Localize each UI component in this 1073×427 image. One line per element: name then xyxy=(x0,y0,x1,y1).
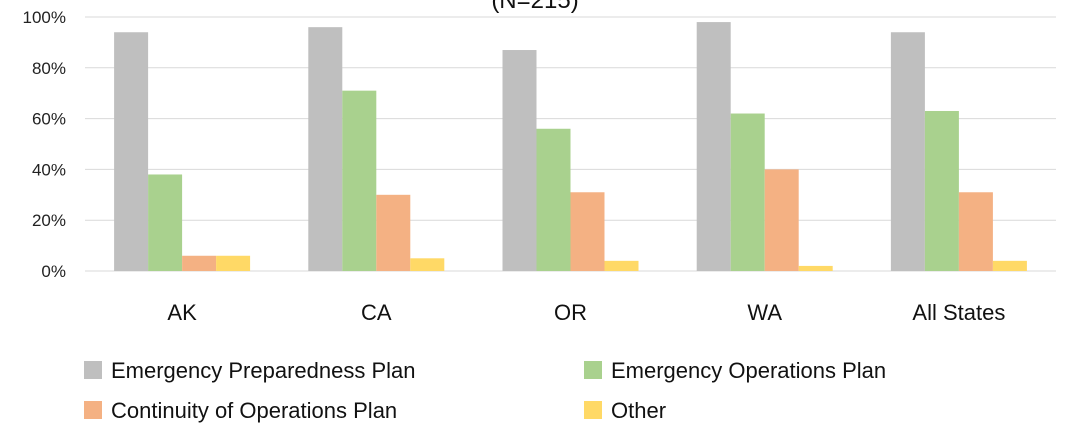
bar-wa-series-1 xyxy=(730,113,765,272)
bar-ak-series-2 xyxy=(182,255,217,271)
category-label: WA xyxy=(747,300,782,325)
bar-ak-series-0 xyxy=(114,32,149,271)
bar-ak-series-1 xyxy=(148,174,183,271)
bar-all-states-series-3 xyxy=(992,260,1027,271)
bars xyxy=(114,22,1027,272)
category-label: CA xyxy=(361,300,392,325)
bar-or-series-2 xyxy=(570,192,605,271)
legend-swatch xyxy=(84,401,102,419)
bar-ca-series-2 xyxy=(376,194,411,271)
bar-all-states-series-0 xyxy=(890,32,925,271)
y-axis: 0% 20% 40% 60% 80% 100% xyxy=(23,8,66,281)
y-tick-label: 100% xyxy=(23,8,66,27)
legend-label: Emergency Operations Plan xyxy=(611,358,886,383)
chart-title: (N=215) xyxy=(491,0,578,14)
bar-all-states-series-2 xyxy=(958,192,993,271)
y-tick-label: 20% xyxy=(32,211,66,230)
bar-or-series-0 xyxy=(502,50,537,271)
bar-ca-series-1 xyxy=(342,90,377,271)
y-tick-label: 0% xyxy=(41,262,66,281)
bar-wa-series-2 xyxy=(764,169,799,271)
bar-wa-series-3 xyxy=(798,265,833,271)
legend-label: Other xyxy=(611,398,666,423)
category-label: OR xyxy=(554,300,587,325)
legend: Emergency Preparedness Plan Emergency Ope… xyxy=(84,358,886,423)
y-tick-label: 40% xyxy=(32,160,66,179)
bar-wa-series-0 xyxy=(696,22,731,271)
category-label: AK xyxy=(167,300,197,325)
bar-ca-series-3 xyxy=(410,258,445,271)
category-label: All States xyxy=(912,300,1005,325)
y-tick-label: 60% xyxy=(32,110,66,129)
y-tick-label: 80% xyxy=(32,59,66,78)
legend-swatch xyxy=(84,361,102,379)
legend-label: Continuity of Operations Plan xyxy=(111,398,397,423)
bar-ca-series-0 xyxy=(308,27,343,271)
bar-ak-series-3 xyxy=(216,255,251,271)
legend-swatch xyxy=(584,361,602,379)
bar-or-series-3 xyxy=(604,260,639,271)
legend-label: Emergency Preparedness Plan xyxy=(111,358,416,383)
bar-or-series-1 xyxy=(536,128,571,271)
legend-swatch xyxy=(584,401,602,419)
bar-all-states-series-1 xyxy=(924,110,959,271)
x-axis: AK CA OR WA All States xyxy=(167,300,1005,325)
